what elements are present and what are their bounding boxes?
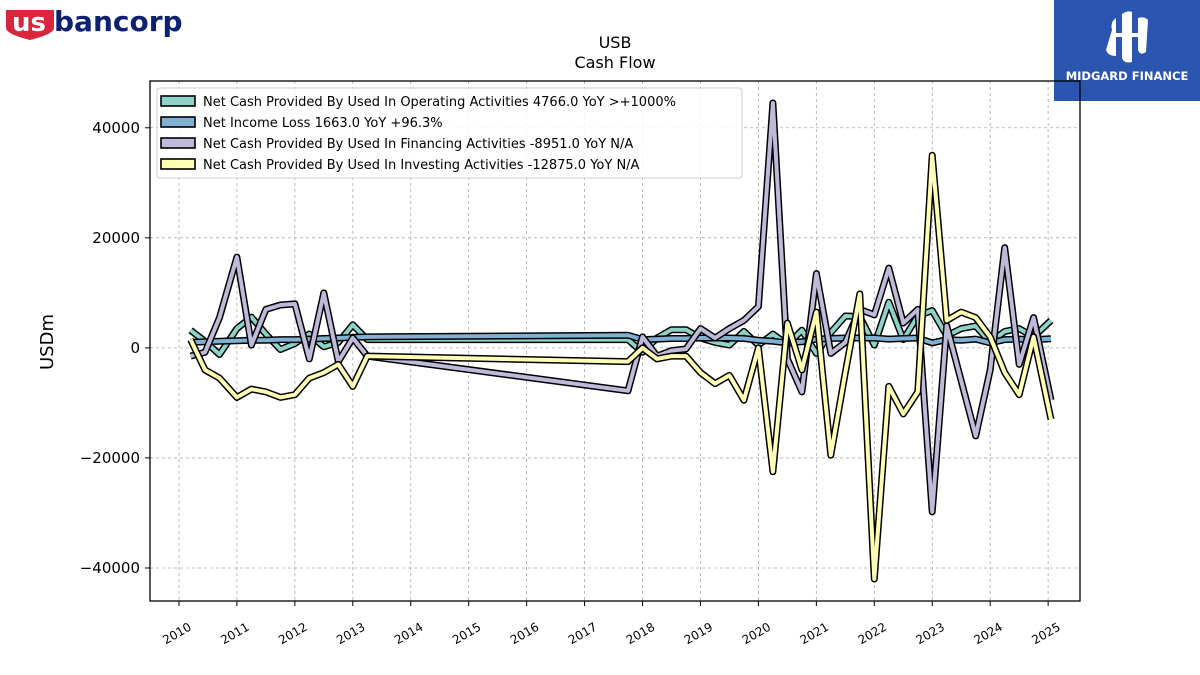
legend-swatch bbox=[160, 95, 196, 107]
legend-swatch bbox=[160, 137, 196, 149]
x-tick-label: 2012 bbox=[276, 620, 309, 647]
legend-label: Net Cash Provided By Used In Operating A… bbox=[203, 95, 676, 110]
x-tick-label: 2015 bbox=[450, 620, 483, 647]
midgard-mark-icon: MIDGARD FINANCE bbox=[1066, 11, 1189, 83]
x-tick-label: 2013 bbox=[334, 620, 367, 647]
x-tick-label: 2014 bbox=[392, 620, 425, 647]
logo-us-text: us bbox=[12, 8, 46, 38]
legend-label: Net Cash Provided By Used In Investing A… bbox=[203, 158, 640, 173]
legend-swatch bbox=[160, 158, 196, 170]
x-tick-label: 2017 bbox=[566, 620, 599, 647]
y-tick-label: −20000 bbox=[80, 449, 140, 467]
midgard-finance-logo: MIDGARD FINANCE bbox=[1054, 0, 1200, 101]
x-tick-label: 2023 bbox=[914, 620, 947, 647]
series-outline-3 bbox=[187, 151, 1055, 583]
series-layer bbox=[187, 99, 1055, 583]
x-tick-label: 2022 bbox=[856, 620, 889, 647]
x-tick-label: 2024 bbox=[971, 620, 1004, 647]
legend-label: Net Cash Provided By Used In Financing A… bbox=[203, 137, 633, 152]
legend-label: Net Income Loss 1663.0 YoY +96.3% bbox=[203, 116, 443, 131]
x-tick-label: 2021 bbox=[798, 620, 831, 647]
x-tick-label: 2025 bbox=[1029, 620, 1062, 647]
legend: Net Cash Provided By Used In Operating A… bbox=[156, 87, 743, 179]
x-tick-label: 2018 bbox=[624, 620, 657, 647]
y-tick-label: 0 bbox=[130, 339, 140, 357]
plot-frame bbox=[149, 80, 1081, 602]
x-tick-label: 2010 bbox=[160, 620, 193, 647]
x-tick-label: 2011 bbox=[218, 620, 251, 647]
usbancorp-logo: us bancorp bbox=[6, 5, 183, 40]
chart-subtitle: Cash Flow bbox=[574, 53, 655, 72]
logo-bancorp-text: bancorp bbox=[54, 5, 183, 38]
chart-title: USB bbox=[599, 33, 632, 52]
y-tick-label: 20000 bbox=[92, 229, 140, 247]
y-tick-label: 40000 bbox=[92, 119, 140, 137]
series-line-3 bbox=[188, 153, 1053, 581]
y-tick-label: −40000 bbox=[80, 559, 140, 577]
legend-box bbox=[156, 87, 743, 179]
shield-icon bbox=[6, 10, 54, 40]
x-tick-label: 2016 bbox=[508, 620, 541, 647]
x-tick-label: 2020 bbox=[740, 620, 773, 647]
legend-swatch bbox=[160, 116, 196, 128]
x-tick-label: 2019 bbox=[682, 620, 715, 647]
series-line-2 bbox=[190, 101, 1053, 514]
logo-company-text: MIDGARD FINANCE bbox=[1066, 69, 1189, 83]
y-axis-label: USDm bbox=[37, 314, 58, 370]
